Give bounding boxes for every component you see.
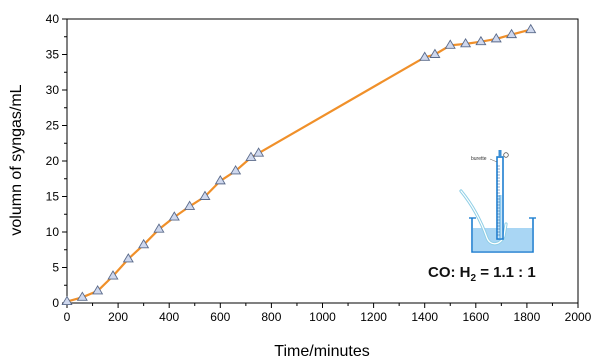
x-tick-label: 1400 — [411, 310, 438, 324]
series-line — [66, 28, 531, 303]
data-point — [138, 238, 150, 249]
burette-inset-illustration: burette — [459, 150, 536, 253]
y-tick-label: 25 — [46, 119, 60, 133]
x-tick-label: 800 — [261, 310, 281, 324]
burette-label-pointer — [489, 158, 498, 163]
y-tick-label: 20 — [46, 154, 60, 168]
data-point — [230, 165, 242, 175]
ratio-prefix: CO: H — [428, 264, 471, 281]
data-point — [525, 23, 537, 34]
data-point — [490, 32, 502, 43]
y-tick-label: 30 — [46, 83, 60, 97]
y-tick-label: 40 — [46, 12, 60, 26]
data-point — [444, 39, 456, 49]
y-axis-title: volumn of syngas/mL — [8, 84, 25, 235]
data-point — [253, 147, 265, 157]
y-tick-label: 0 — [52, 296, 59, 310]
y-tick-label: 5 — [52, 261, 59, 275]
data-point — [429, 48, 441, 58]
ratio-suffix: = 1.1 : 1 — [476, 264, 536, 281]
water-trough — [471, 218, 534, 253]
axes: 0 200 400 600 800 1000 1200 1400 1600 1800 2000 0 5 1… — [46, 12, 592, 324]
ratio-subscript: 2 — [471, 273, 477, 284]
data-point — [506, 28, 518, 39]
burette-label: burette — [471, 156, 487, 162]
data-point — [184, 200, 196, 210]
ratio-annotation: CO: H2 = 1.1 : 1 — [428, 264, 536, 284]
burette-graduations — [497, 165, 500, 236]
data-point — [61, 295, 73, 306]
x-tick-label: 400 — [159, 310, 179, 324]
data-point — [107, 270, 119, 280]
x-tick-label: 1200 — [360, 310, 387, 324]
x-tick-label: 2000 — [565, 310, 592, 324]
burette-stopcock — [503, 152, 509, 158]
data-point — [214, 174, 226, 185]
x-tick-label: 200 — [108, 310, 128, 324]
y-tick-label: 35 — [46, 48, 60, 62]
data-point — [419, 51, 431, 61]
data-point — [92, 285, 104, 295]
x-tick-label: 0 — [64, 310, 71, 324]
data-point — [122, 253, 134, 263]
data-point — [460, 37, 472, 48]
series-layer — [61, 23, 537, 306]
data-point — [153, 223, 165, 233]
data-point — [76, 291, 88, 301]
x-tick-label: 1600 — [462, 310, 489, 324]
x-tick-label: 1000 — [309, 310, 336, 324]
y-tick-label: 15 — [46, 190, 60, 204]
x-tick-label: 600 — [210, 310, 230, 324]
gas-delivery-tube-inner — [460, 190, 507, 245]
data-point — [199, 190, 211, 200]
data-point — [168, 211, 180, 221]
burette-liquid — [498, 195, 502, 238]
data-point — [475, 35, 487, 46]
y-tick-label: 10 — [46, 225, 60, 239]
x-tick-label: 1800 — [514, 310, 541, 324]
burette-top-cap — [498, 150, 502, 158]
x-axis-title: Time/minutes — [274, 343, 369, 360]
